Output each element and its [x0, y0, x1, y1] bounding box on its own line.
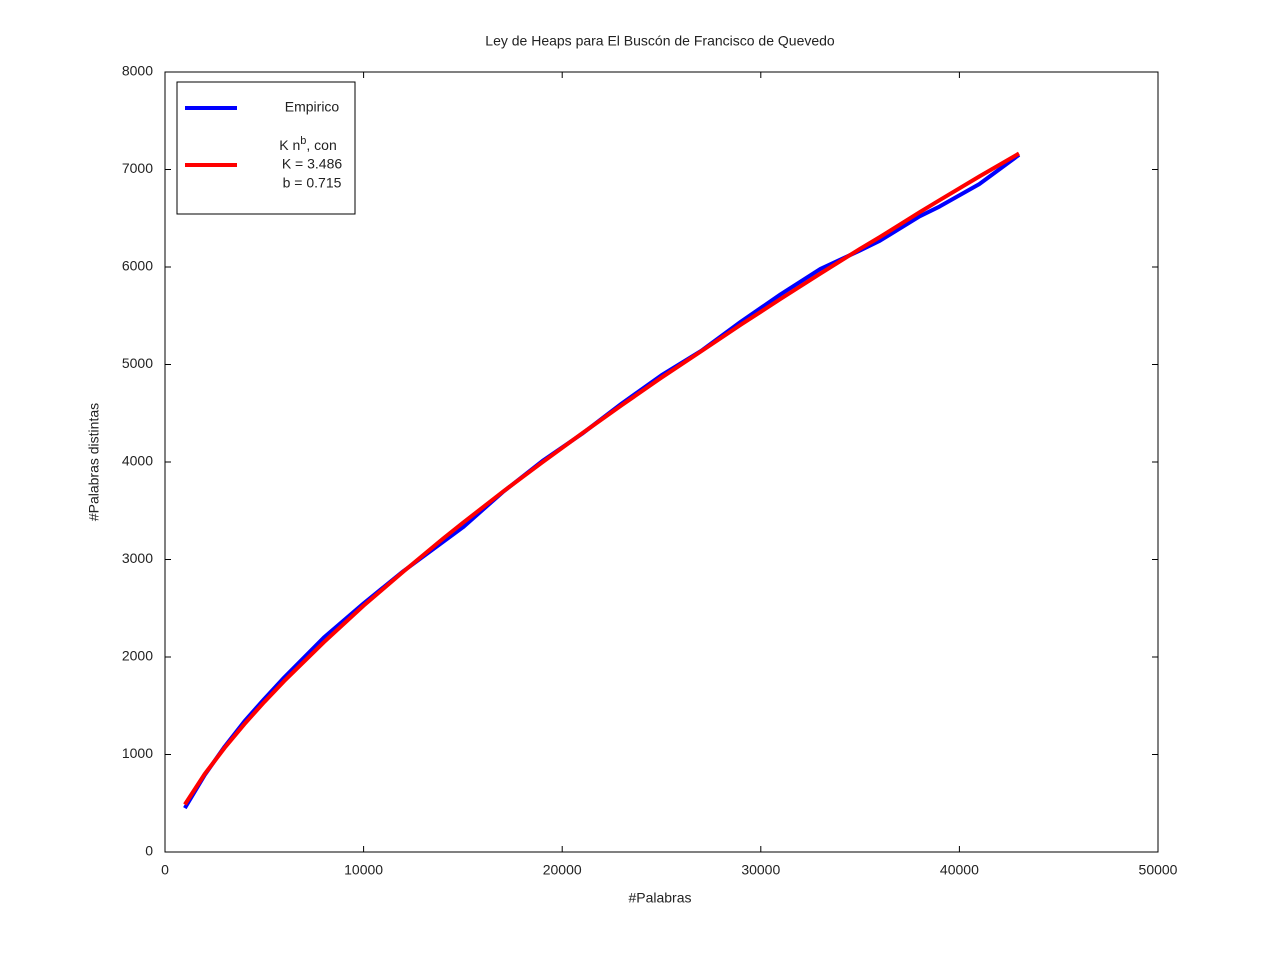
legend-label: K nb, con	[279, 135, 337, 153]
legend-label-part: K n	[279, 137, 300, 153]
legend-label-sup: b	[300, 135, 306, 147]
y-tick-label: 1000	[122, 745, 153, 761]
data-line	[183, 151, 1020, 806]
y-tick-label: 2000	[122, 648, 153, 664]
x-tick-label: 30000	[741, 862, 780, 878]
legend-label: b = 0.715	[283, 175, 342, 191]
x-tick-label: 0	[161, 862, 169, 878]
y-tick-label: 8000	[122, 63, 153, 79]
y-tick-label: 0	[145, 843, 153, 859]
chart-title: Ley de Heaps para El Buscón de Francisco…	[485, 33, 835, 49]
x-tick-label: 40000	[940, 862, 979, 878]
legend-label: Empirico	[285, 99, 340, 115]
x-tick-label: 20000	[543, 862, 582, 878]
y-tick-label: 4000	[122, 453, 153, 469]
legend-label-part: , con	[306, 137, 336, 153]
x-axis-label: #Palabras	[628, 890, 691, 906]
x-tick-label: 50000	[1139, 862, 1178, 878]
x-tick-label: 10000	[344, 862, 383, 878]
y-tick-label: 5000	[122, 355, 153, 371]
legend-label: K = 3.486	[282, 156, 343, 172]
y-tick-label: 3000	[122, 550, 153, 566]
legend-box	[176, 81, 356, 215]
y-tick-label: 7000	[122, 160, 153, 176]
y-tick-label: 6000	[122, 258, 153, 274]
y-axis-label: #Palabras distintas	[86, 403, 102, 521]
